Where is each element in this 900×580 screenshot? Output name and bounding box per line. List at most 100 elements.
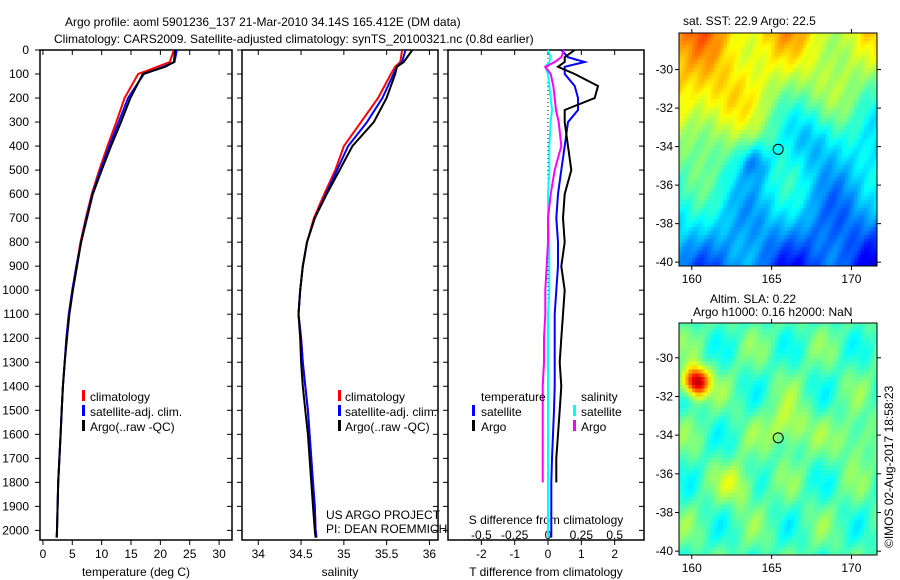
sst-map-image bbox=[679, 33, 877, 266]
y-tick-label: 300 bbox=[9, 115, 29, 129]
legend-swatch-temp-argo bbox=[472, 420, 475, 431]
y-tick-label: 500 bbox=[9, 163, 29, 177]
x-tick-label: 0 bbox=[40, 547, 47, 561]
title-line-2: Climatology: CARS2009. Satellite-adjuste… bbox=[54, 32, 534, 46]
legend-swatch-argo bbox=[82, 420, 85, 431]
x2-tick-label: -0.5 bbox=[471, 528, 492, 542]
legend-label: climatology bbox=[90, 390, 150, 404]
temperature-legend: climatology satellite-adj. clim. Argo(..… bbox=[82, 390, 182, 434]
x-tick-label: 35.5 bbox=[375, 547, 399, 561]
y-tick-label: 1200 bbox=[2, 331, 29, 345]
series-line-argo-raw-qc- bbox=[297, 49, 414, 538]
lat-tick-label: -34 bbox=[656, 140, 674, 154]
x2-tick-label: 0.5 bbox=[606, 528, 623, 542]
sla-map-axes: 160 165 170 -30 -32 -34 -36 -38 -40 bbox=[656, 319, 881, 575]
legend-swatch-climatology bbox=[82, 390, 85, 401]
x2-axis-label: S difference from climatology bbox=[469, 513, 624, 527]
lat-tick-label: -40 bbox=[656, 255, 674, 269]
y-tick-label: 1400 bbox=[2, 379, 29, 393]
legend-label: climatology bbox=[345, 390, 405, 404]
x-tick-label: -1 bbox=[509, 547, 520, 561]
lon-tick-label: 165 bbox=[762, 561, 782, 575]
legend-swatch-sal-argo bbox=[573, 420, 576, 431]
title-line-1: Argo profile: aoml 5901236_137 21-Mar-20… bbox=[65, 15, 461, 29]
argo-location-marker bbox=[772, 432, 784, 444]
legend-label: satellite bbox=[481, 405, 522, 419]
legend-label: Argo bbox=[481, 420, 507, 434]
x-tick-label: -2 bbox=[476, 547, 487, 561]
lat-tick-label: -36 bbox=[656, 178, 674, 192]
argo-location-marker bbox=[772, 143, 784, 155]
legend-label: satellite-adj. clim. bbox=[90, 405, 182, 419]
y-tick-label: 100 bbox=[9, 67, 29, 81]
series-line-temperature-satellite bbox=[550, 49, 589, 538]
y-tick-label: 1900 bbox=[2, 499, 29, 513]
lat-tick-label: -38 bbox=[656, 217, 674, 231]
map-frame bbox=[678, 322, 878, 556]
salinity-profile-panel: 34 34.5 35 35.5 36 salinity bbox=[237, 49, 439, 579]
lat-tick-label: -38 bbox=[656, 505, 674, 519]
y-tick-label: 400 bbox=[9, 139, 29, 153]
x-tick-label: 25 bbox=[183, 547, 197, 561]
legend-title: salinity bbox=[581, 390, 618, 404]
x-tick-label: 15 bbox=[124, 547, 138, 561]
lat-tick-label: -30 bbox=[656, 351, 674, 365]
sla-map-title-1: Altim. SLA: 0.22 bbox=[710, 292, 796, 306]
y-tick-label: 1500 bbox=[2, 403, 29, 417]
x-tick-label: 5 bbox=[69, 547, 76, 561]
lat-tick-label: -32 bbox=[656, 101, 674, 115]
credit-text: ©IMOS 02-Aug-2017 18:58:23 bbox=[882, 385, 896, 548]
y-tick-label: 1000 bbox=[2, 283, 29, 297]
legend-title: temperature bbox=[481, 390, 546, 404]
x-tick-label: 2 bbox=[611, 547, 618, 561]
series-line-satellite-adj-clim- bbox=[297, 49, 407, 538]
y-tick-label: 1800 bbox=[2, 475, 29, 489]
x-tick-label: 34 bbox=[252, 547, 266, 561]
legend-label: satellite bbox=[581, 405, 622, 419]
lat-tick-label: -32 bbox=[656, 389, 674, 403]
series-line-climatology bbox=[55, 49, 175, 538]
sla-map-title-2: Argo h1000: 0.16 h2000: NaN bbox=[693, 305, 852, 319]
x-tick-label: 0 bbox=[545, 547, 552, 561]
y-tick-label: 0 bbox=[22, 43, 29, 57]
legend-label: Argo bbox=[581, 420, 607, 434]
series-line-salinity-argo bbox=[541, 49, 565, 483]
sla-map-image bbox=[679, 323, 877, 555]
project-name: US ARGO PROJECT bbox=[326, 508, 441, 522]
y-tick-label: 700 bbox=[9, 211, 29, 225]
sst-map-axes: 160 165 170 -30 -32 -34 -36 -38 -40 bbox=[656, 29, 881, 286]
legend-swatch-satellite bbox=[338, 405, 341, 416]
x-axis-label: salinity bbox=[322, 565, 359, 579]
difference-legend: temperature satellite Argo salinity sate… bbox=[472, 390, 622, 434]
legend-swatch-climatology bbox=[338, 390, 341, 401]
lon-tick-label: 170 bbox=[841, 272, 861, 286]
x-tick-label: 10 bbox=[95, 547, 109, 561]
series-line-temperature-argo bbox=[555, 49, 600, 483]
y-tick-label: 900 bbox=[9, 259, 29, 273]
y-tick-label: 600 bbox=[9, 187, 29, 201]
legend-label: Argo(..raw -QC) bbox=[90, 420, 175, 434]
x2-tick-label: -0.25 bbox=[501, 528, 529, 542]
lon-tick-label: 160 bbox=[682, 272, 702, 286]
x2-tick-label: 0.25 bbox=[570, 528, 594, 542]
x-tick-label: 20 bbox=[154, 547, 168, 561]
legend-swatch-temp-satellite bbox=[472, 405, 475, 416]
lat-tick-label: -30 bbox=[656, 63, 674, 77]
legend-swatch-argo bbox=[338, 420, 341, 431]
plot-frame bbox=[39, 49, 233, 541]
lat-tick-label: -40 bbox=[656, 544, 674, 558]
x-axis-label: T difference from climatology bbox=[469, 565, 623, 579]
lon-tick-label: 170 bbox=[841, 561, 861, 575]
plot-frame bbox=[241, 49, 439, 541]
difference-profile-panel: -2 -1 0 1 2 T difference from climatology S di… bbox=[443, 49, 645, 579]
x-tick-label: 34.5 bbox=[289, 547, 313, 561]
lat-tick-label: -34 bbox=[656, 428, 674, 442]
project-pi: PI: DEAN ROEMMICH bbox=[326, 522, 447, 536]
y-tick-label: 1100 bbox=[3, 307, 29, 321]
y-tick-label: 1700 bbox=[2, 451, 29, 465]
x-axis-label: temperature (deg C) bbox=[82, 565, 190, 579]
y-tick-label: 200 bbox=[9, 91, 29, 105]
x-tick-label: 30 bbox=[212, 547, 226, 561]
x-tick-label: 1 bbox=[578, 547, 585, 561]
y-tick-label: 800 bbox=[9, 235, 29, 249]
